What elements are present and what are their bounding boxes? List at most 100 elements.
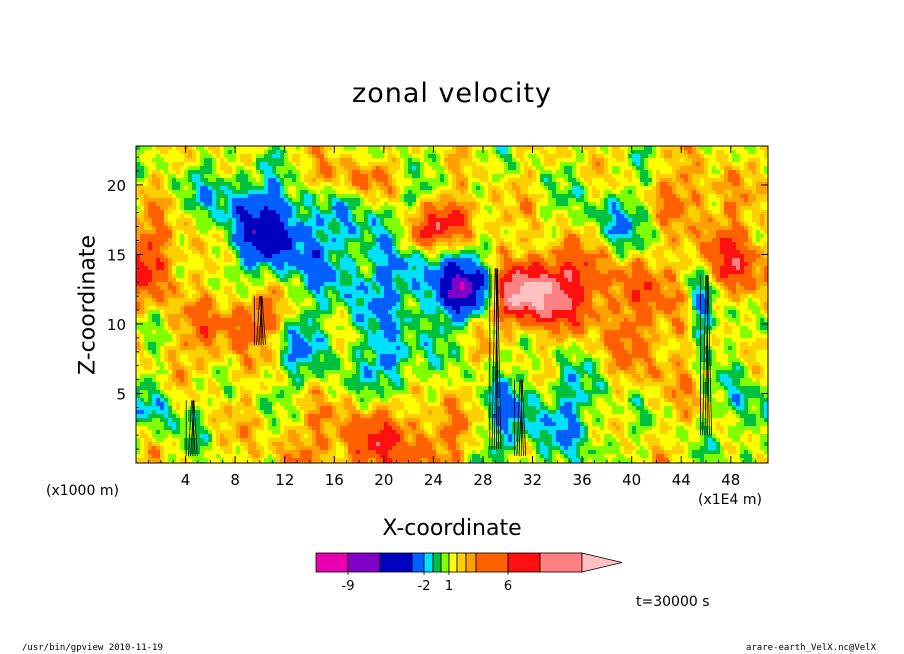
field-cell — [340, 294, 345, 299]
field-cell — [564, 354, 573, 359]
field-cell — [260, 354, 273, 359]
field-cell — [752, 226, 761, 231]
field-cell — [436, 398, 441, 403]
field-cell — [376, 358, 381, 363]
field-cell — [696, 146, 701, 151]
field-cell — [152, 394, 161, 399]
field-cell — [644, 374, 653, 379]
field-cell — [448, 154, 469, 159]
field-cell — [632, 310, 637, 315]
field-cell — [432, 386, 441, 391]
field-cell — [276, 290, 285, 295]
field-cell — [188, 394, 201, 399]
field-cell — [312, 318, 317, 323]
field-cell — [284, 154, 289, 159]
field-cell — [416, 194, 421, 199]
field-cell — [412, 350, 425, 355]
field-cell — [400, 242, 413, 247]
field-cell — [188, 166, 201, 171]
field-cell — [428, 334, 449, 339]
field-cell — [336, 406, 345, 411]
field-cell — [364, 398, 373, 403]
field-cell — [188, 246, 197, 251]
field-cell — [600, 334, 605, 339]
field-cell — [292, 214, 297, 219]
field-cell — [248, 286, 265, 291]
field-cell — [488, 394, 497, 399]
field-cell — [340, 174, 345, 179]
field-cell — [536, 154, 545, 159]
field-cell — [136, 298, 145, 303]
field-cell — [180, 166, 189, 171]
field-cell — [696, 314, 701, 319]
field-cell — [716, 398, 725, 403]
field-cell — [260, 310, 273, 315]
field-cell — [696, 254, 701, 259]
field-cell — [656, 234, 661, 239]
field-cell — [724, 286, 729, 291]
field-cell — [408, 286, 413, 291]
field-cell — [404, 198, 417, 203]
field-cell — [224, 394, 229, 399]
field-cell — [460, 274, 485, 279]
field-cell — [604, 150, 609, 155]
field-cell — [756, 350, 768, 355]
field-cell — [600, 374, 605, 379]
field-cell — [552, 362, 557, 367]
field-cell — [296, 178, 301, 183]
field-cell — [204, 282, 209, 287]
field-cell — [680, 146, 685, 151]
field-cell — [588, 154, 593, 159]
field-cell — [640, 390, 661, 395]
field-cell — [524, 350, 533, 355]
field-cell — [572, 218, 597, 223]
field-cell — [392, 378, 401, 383]
field-cell — [460, 254, 477, 259]
field-cell — [572, 306, 577, 311]
field-cell — [636, 326, 657, 331]
field-cell — [244, 226, 285, 231]
field-cell — [680, 286, 685, 291]
field-cell — [488, 190, 493, 195]
field-cell — [148, 182, 153, 187]
field-cell — [180, 338, 201, 343]
field-cell — [288, 382, 293, 387]
field-cell — [556, 402, 561, 407]
field-cell — [220, 186, 229, 191]
field-cell — [712, 322, 717, 327]
field-cell — [752, 378, 757, 383]
field-cell — [452, 254, 461, 259]
field-cell — [324, 258, 329, 263]
field-cell — [664, 230, 677, 235]
field-cell — [700, 242, 721, 247]
field-cell — [512, 266, 525, 271]
field-cell — [400, 382, 405, 387]
field-cell — [752, 214, 761, 219]
field-cell — [260, 270, 265, 275]
field-cell — [224, 270, 245, 275]
field-cell — [232, 222, 237, 227]
field-cell — [696, 370, 701, 375]
field-cell — [484, 226, 501, 231]
field-cell — [184, 162, 201, 167]
field-cell — [156, 174, 165, 179]
field-cell — [584, 206, 597, 211]
field-cell — [496, 394, 513, 399]
field-cell — [680, 182, 693, 187]
field-cell — [428, 386, 433, 391]
field-cell — [548, 218, 557, 223]
field-cell — [168, 178, 173, 183]
field-cell — [700, 254, 705, 259]
field-cell — [764, 278, 768, 283]
field-cell — [560, 282, 581, 287]
field-cell — [240, 258, 245, 263]
field-cell — [276, 274, 281, 279]
field-cell — [492, 286, 497, 291]
field-cell — [744, 166, 749, 171]
field-cell — [204, 358, 225, 363]
field-cell — [204, 362, 209, 367]
field-cell — [484, 374, 489, 379]
field-cell — [456, 406, 461, 411]
field-cell — [312, 302, 317, 307]
field-cell — [404, 158, 409, 163]
